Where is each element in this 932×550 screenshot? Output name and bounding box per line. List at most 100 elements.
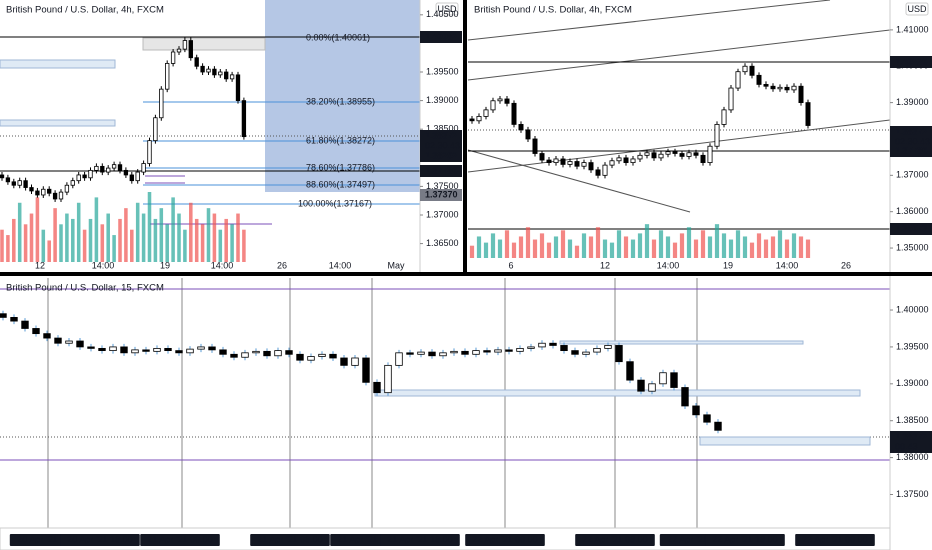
fib-label: 0.00%(1.40061) [306,32,370,42]
volume-bar [588,236,594,258]
price-tag-label: 1.38372 [425,130,458,140]
time-label: 14:00 [657,260,680,270]
volume-bar [714,224,720,258]
volume-bar [118,218,122,262]
volume-bar [218,229,223,262]
candle [546,159,552,163]
currency: USD [907,4,927,14]
volume-bar [623,236,629,258]
volume-bar [791,233,797,258]
candle [29,187,34,192]
volume-bar [130,229,134,262]
y-tick-label: 1.37000 [426,209,459,219]
volume-bar [106,213,110,262]
candle [658,153,664,159]
y-tick-label: 1.37000 [896,170,929,180]
price-tag [890,431,932,453]
candle [88,169,93,179]
divider [0,272,932,276]
candle [518,124,524,131]
candle [428,351,436,357]
candle [494,349,502,353]
volume-bar [469,245,475,258]
volume-bar [721,233,727,258]
candle [109,346,117,352]
candle [644,152,650,156]
price-tag-label: 1.40226 [895,56,928,66]
arrows [145,175,272,225]
divider [463,0,467,274]
volume-bar [177,213,181,262]
candle [735,71,741,89]
price-tag-label: 1.37786 [895,145,928,155]
time-label: 14:00 [211,260,234,270]
candle [665,151,671,155]
candle [707,145,713,163]
candle [581,162,587,167]
candle [763,84,769,87]
candle [721,109,727,125]
volume-bar [76,202,81,262]
candle [670,372,678,388]
candle [64,184,70,193]
volume-bar [497,239,503,258]
candle [626,361,634,381]
volume-bar [798,236,804,258]
y-tick-label: 1.40000 [896,304,929,314]
candle [560,158,566,165]
candle [241,100,247,138]
y-tick-label: 1.39500 [896,341,929,351]
candle [439,352,447,357]
volume-bar [742,236,748,258]
volume-bar [637,233,643,258]
volume-bar [12,218,16,262]
y-tick-label: 1.38000 [896,452,929,462]
zone [142,37,266,51]
candle [170,51,176,64]
time-label: 14:00 [329,260,352,270]
candle [483,350,491,353]
candle [616,157,622,162]
candle [728,87,734,111]
volume-bar [124,208,128,262]
candle [340,357,348,366]
volume-bar [183,229,187,262]
candle [120,346,128,354]
candle [615,345,623,363]
time-label: 22 Apr '21 00:00 [472,534,537,544]
time-label: 22 Apr '21 18:00 [712,534,777,544]
volume-bar [651,239,657,258]
candle [141,163,146,173]
candle [32,328,40,335]
candle [637,379,645,392]
candle [188,40,193,59]
candle [252,350,260,354]
candle [263,350,271,357]
time-label: 12 [600,260,610,270]
volume-bar [700,230,706,258]
volume-bar [100,224,105,262]
volume-bar [518,236,524,258]
candle [784,86,790,91]
volume-bar [511,242,517,258]
time-box [705,534,785,546]
time-label: 14:00 [776,260,799,270]
candle [52,192,58,200]
volume-bar [29,213,34,262]
candle [186,348,194,354]
volume-bar [539,233,545,258]
candle [307,356,315,361]
candle [131,349,139,354]
time-label: 26 [841,260,851,270]
volume-bar [135,202,140,262]
candle [206,68,211,73]
candle [219,349,227,355]
y-tick-label: 1.36500 [426,238,459,248]
volume-bar [242,229,246,262]
candle [630,158,636,163]
volume-bar [171,197,175,262]
volume-bar [189,202,193,262]
volume-bar [23,224,28,262]
currency-box [905,2,929,16]
